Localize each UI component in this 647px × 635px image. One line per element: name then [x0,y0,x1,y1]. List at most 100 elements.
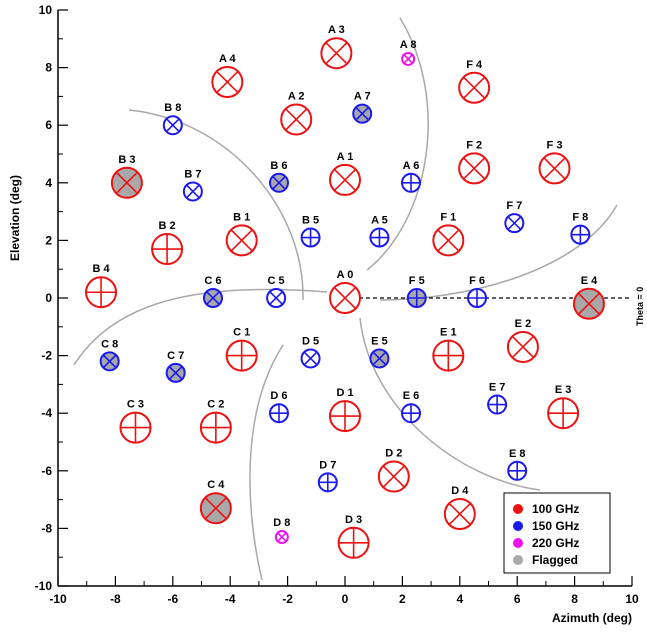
detector-c8: C 8 [99,338,120,372]
detector-label: C 4 [207,479,225,491]
detector-c2: C 2 [199,399,232,444]
x-tick-label: 6 [514,592,521,606]
detector-label: A 3 [328,24,345,36]
detector-label: A 6 [403,160,420,172]
detector-f5: F 5 [406,275,427,308]
legend-dot-flagged [513,555,523,565]
detector-d5: D 5 [300,335,321,369]
detector-label: F 2 [466,139,482,151]
legend-dot-100ghz [513,504,523,514]
y-tick-label: 6 [45,118,52,132]
detector-label: E 2 [515,318,532,330]
x-tick-label: 8 [571,592,578,606]
legend: 100 GHz 150 GHz 220 GHz Flagged [503,492,611,574]
detector-crosshair [285,108,308,131]
legend-label-220ghz: 220 GHz [532,536,579,550]
detector-d3: D 3 [337,514,370,559]
detector-f8: F 8 [570,212,591,245]
detector-crosshair [437,229,460,252]
detector-d6: D 6 [268,390,289,424]
sector-arc [128,109,304,301]
detector-e1: E 1 [432,327,465,372]
detector-f4: F 4 [458,59,491,104]
detector-label: E 8 [509,448,526,460]
detector-crosshair [204,497,228,520]
detector-label: E 5 [371,335,388,347]
detector-label: E 7 [489,382,506,394]
detector-a3: A 3 [320,24,353,70]
x-tick-label: -6 [167,592,178,606]
detector-a4: A 4 [211,53,244,98]
legend-label-150ghz: 150 GHz [532,519,579,533]
detector-label: B 6 [270,160,287,172]
axes: -10 -8 -6 -4 -2 0 2 4 6 8 10 -10 -8 -6 -4 -2 0 2 4 6 8 10 [35,3,639,606]
detector-label: C 2 [207,399,224,411]
detector-label: B 2 [158,220,175,232]
detector-label: A 8 [400,39,417,51]
detector-crosshair [355,106,370,121]
detector-label: A 7 [354,91,371,103]
detector-a0: A 0 [329,269,361,314]
detector-crosshair [403,54,413,64]
detector-d8: D 8 [273,517,290,545]
detector-crosshair [269,291,284,305]
detector-label: D 5 [302,335,319,347]
y-tick-label: -6 [41,464,52,478]
legend-label-flagged: Flagged [532,553,578,567]
detector-label: E 3 [555,384,572,396]
detector-f2: F 2 [458,139,491,185]
legend-label-100ghz: 100 GHz [532,502,579,516]
detector-label: B 1 [233,211,250,223]
detector-label: B 8 [164,102,181,114]
detector-label: D 7 [319,459,336,471]
sector-arc [359,317,541,491]
detector-crosshair [206,291,220,305]
detector-f7: F 7 [504,200,525,234]
x-tick-label: 4 [456,592,463,606]
detector-label: A 5 [371,215,388,227]
detector-c4: C 4 [199,479,232,525]
theta-zero-label: Theta = 0 [635,287,645,326]
detector-e6: E 6 [401,390,422,424]
detector-crosshair [185,184,200,199]
detector-a1: A 1 [329,151,361,196]
y-tick-label: 4 [45,176,52,190]
detector-crosshair [333,286,357,310]
legend-dot-150ghz [513,521,523,531]
detector-label: E 1 [440,327,457,339]
x-axis-label: Azimuth (deg) [552,611,632,625]
detector-crosshair [165,118,180,133]
detector-crosshair [448,502,471,526]
detector-crosshair [507,216,522,231]
detector-label: E 4 [581,275,598,287]
sector-arcs [73,17,618,581]
detector-crosshair [543,157,566,180]
detector-label: D 3 [345,514,362,526]
detector-crosshair [102,354,117,369]
detector-crosshair [462,157,486,180]
x-tick-label: -10 [49,592,67,606]
detector-label: A 4 [219,53,237,65]
detector-label: B 7 [184,168,201,180]
y-axis-label: Elevation (deg) [8,175,22,261]
x-tick-label: -4 [225,592,236,606]
detector-label: F 8 [572,212,588,224]
detector-label: D 8 [273,517,290,529]
detector-c1: C 1 [225,327,258,372]
detector-f1: F 1 [432,211,465,257]
detector-a2: A 2 [280,90,313,136]
detector-d1: D 1 [329,387,361,433]
detector-e5: E 5 [369,335,390,369]
detector-crosshair [325,42,348,65]
y-tick-label: 10 [39,3,53,17]
detector-e3: E 3 [547,384,580,430]
detector-label: B 5 [302,215,319,227]
detector-b5: B 5 [300,215,321,248]
detector-label: D 1 [336,387,353,399]
detector-crosshair [382,465,405,488]
detector-crosshair [168,365,183,380]
detector-b3: B 3 [110,154,143,199]
y-tick-label: 0 [45,291,52,305]
detector-crosshair [272,175,286,190]
detector-c6: C 6 [202,275,223,308]
